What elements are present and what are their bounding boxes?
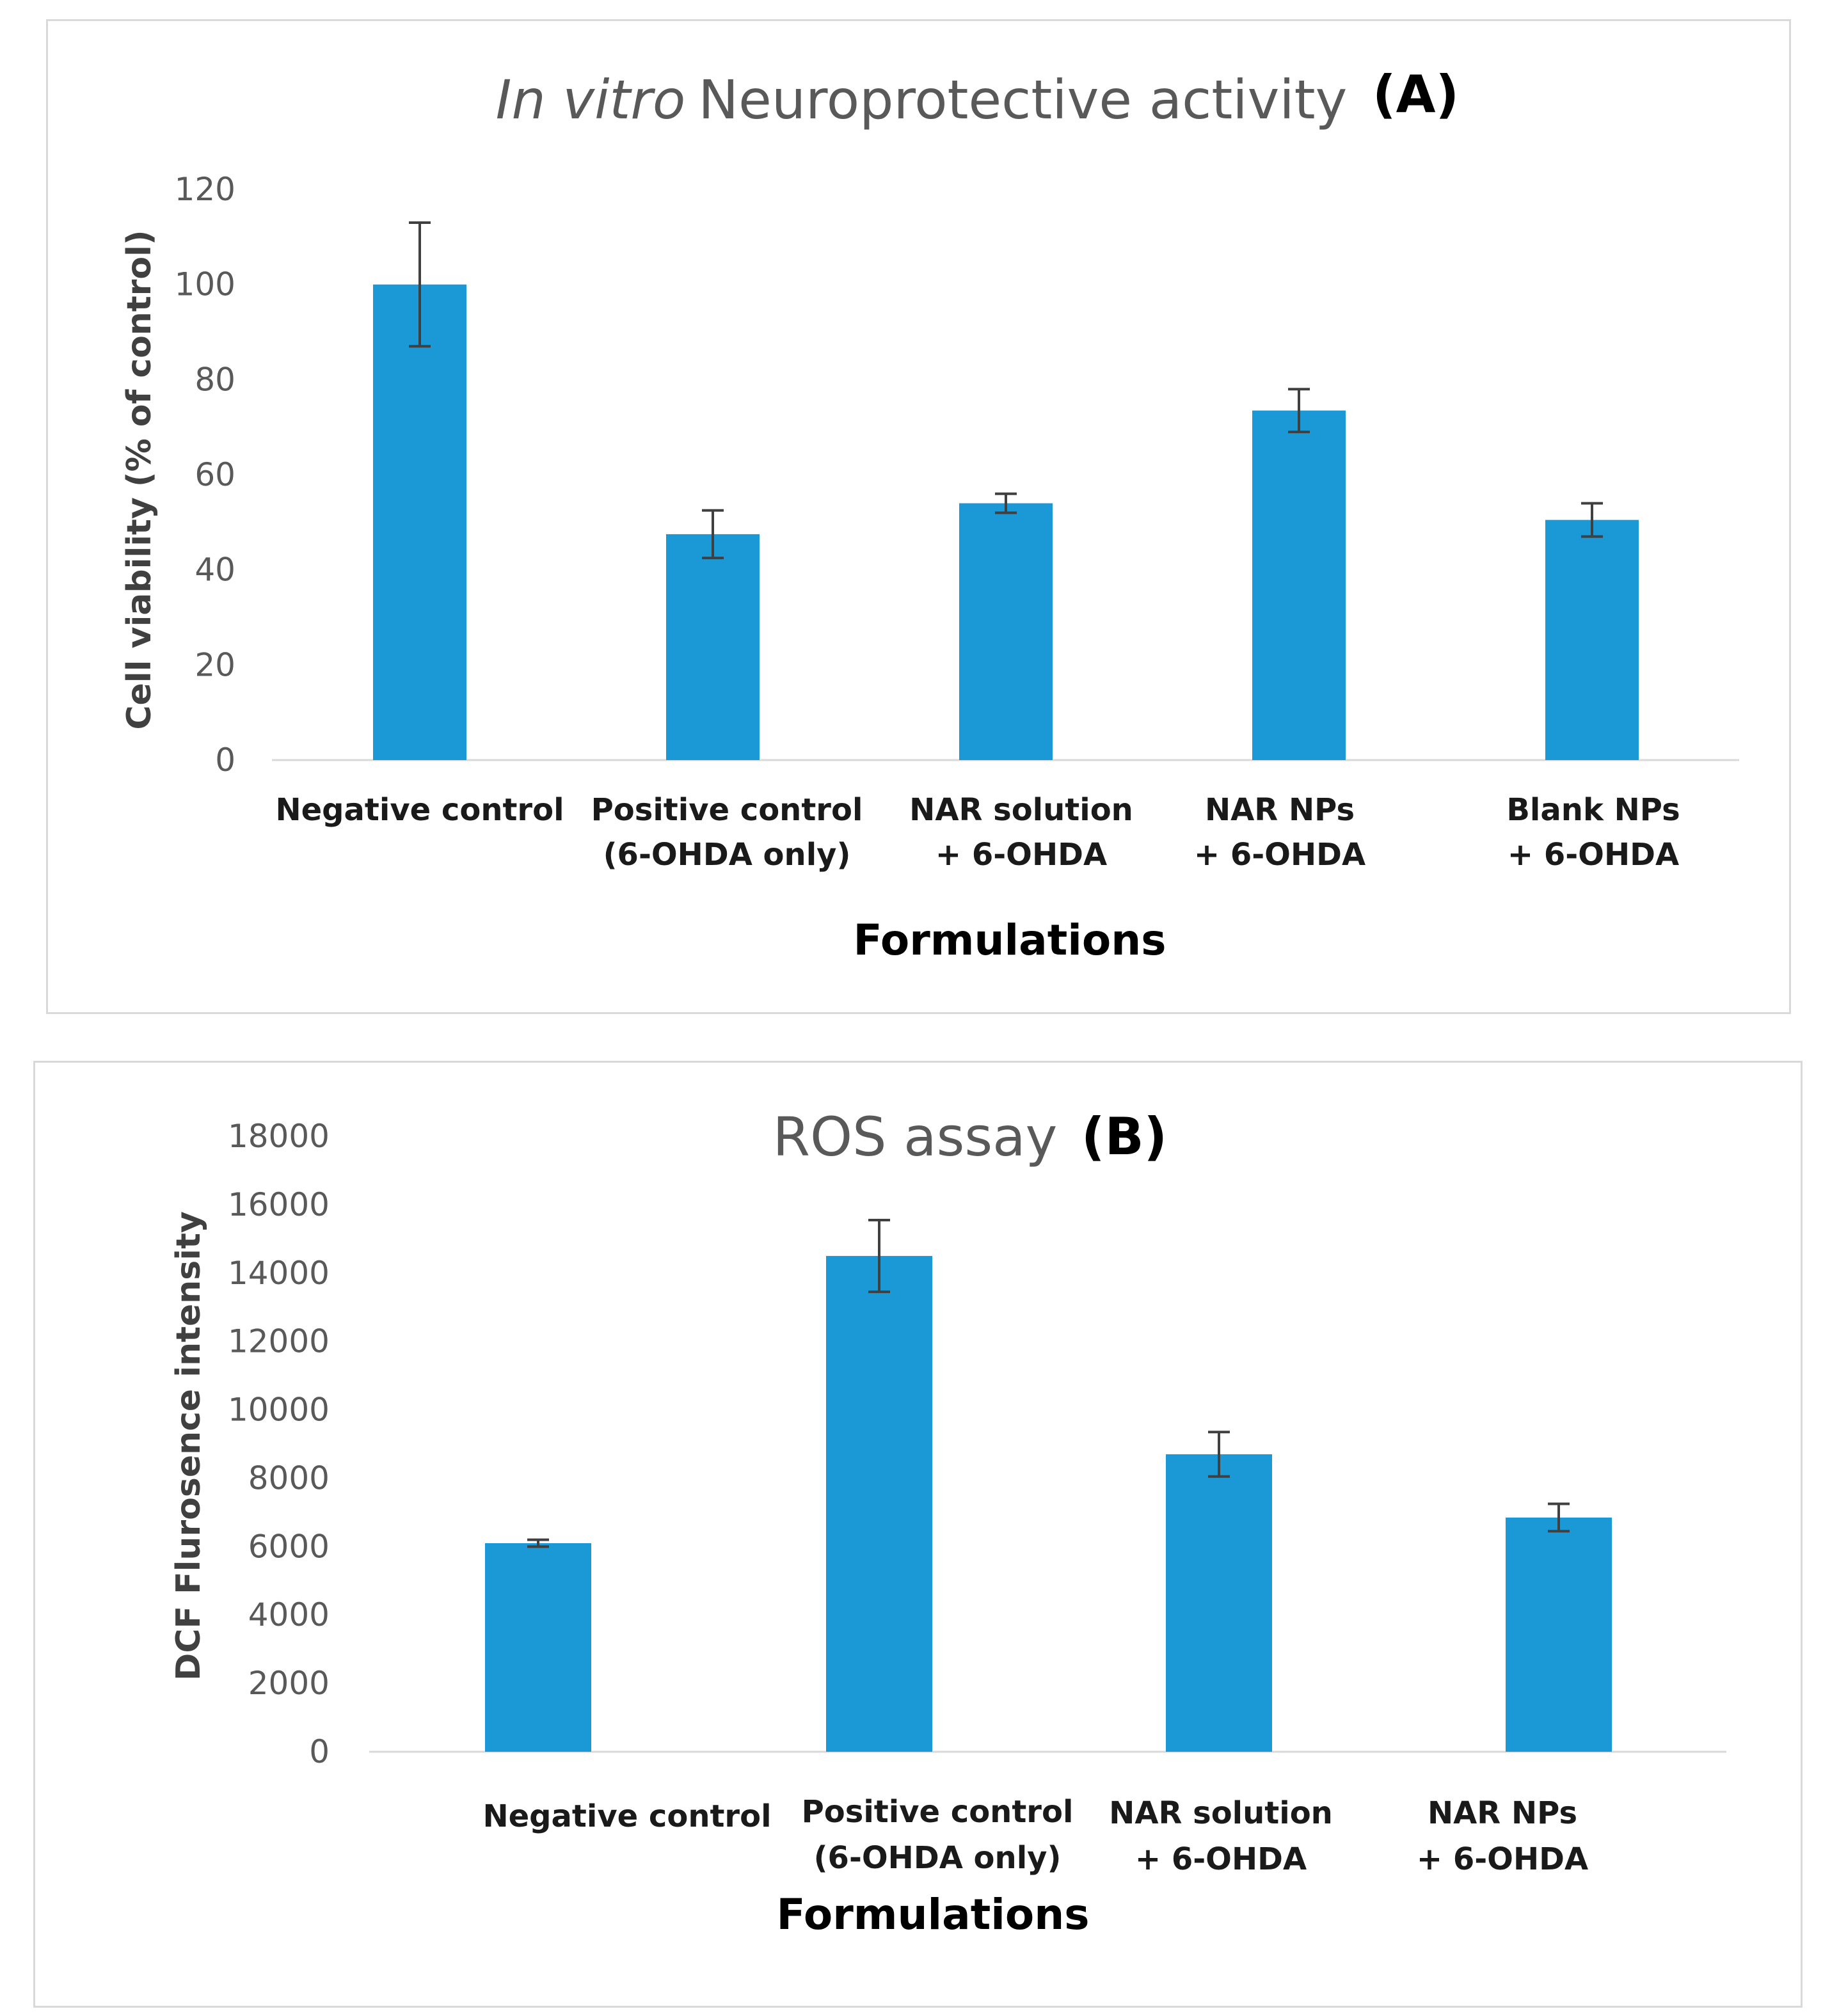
chart-a-category-label: NAR solution + 6-OHDA — [909, 792, 1133, 873]
chart-b-title: ROS assay — [773, 1106, 1058, 1168]
chart-a-category-label: Blank NPs + 6-OHDA — [1506, 792, 1680, 873]
chart-b-bar — [826, 1256, 932, 1752]
chart-a-ytick-label: 20 — [195, 646, 235, 683]
chart-a-ylabel-main: Cell viability — [120, 497, 159, 729]
chart-a-category-label: Negative control — [275, 792, 564, 828]
chart-b-bar — [1506, 1517, 1612, 1752]
chart-a-category-label-line: Blank NPs — [1506, 792, 1680, 828]
chart-b-ytick-label: 8000 — [248, 1459, 330, 1496]
chart-b-category-label-line: + 6-OHDA — [1417, 1841, 1588, 1877]
chart-a-ytick-label: 0 — [215, 742, 235, 779]
chart-a-ytick-label: 100 — [175, 266, 235, 303]
chart-a-bar — [1545, 520, 1639, 760]
chart-a-bar — [666, 534, 760, 760]
chart-b-ytick-label: 2000 — [248, 1665, 330, 1702]
chart-b-ylabel: DCF Flurosence intensity — [170, 1211, 208, 1681]
chart-b-xlabel: Formulations — [776, 1890, 1089, 1939]
chart-b: ROS assay (B) DCF Flurosence intensity 0… — [170, 1106, 1726, 1939]
chart-a-category-label-line: (6-OHDA only) — [603, 837, 851, 873]
chart-a-category-label-line: + 6-OHDA — [935, 837, 1107, 873]
chart-a-category-label-line: Negative control — [275, 792, 564, 828]
chart-a-ylabel: Cell viability (% of control) — [120, 230, 159, 729]
chart-a-ytick-label: 60 — [195, 456, 235, 493]
chart-a-y-ticks: 0 20 40 60 80 100 120 — [175, 171, 235, 779]
chart-a-bars — [373, 284, 1639, 761]
chart-a-category-label-line: Positive control — [591, 792, 863, 828]
chart-b-category-label: Negative control — [482, 1798, 771, 1834]
chart-b-category-label-line: NAR NPs — [1428, 1795, 1577, 1831]
chart-b-category-label: Positive control (6-OHDA only) — [802, 1794, 1074, 1876]
chart-b-ytick-label: 18000 — [228, 1118, 330, 1155]
chart-b-ytick-label: 6000 — [248, 1528, 330, 1565]
chart-a-category-label-line: + 6-OHDA — [1194, 837, 1365, 873]
chart-a-ylabel-units: (% of control) — [120, 230, 159, 487]
chart-b-ytick-label: 16000 — [228, 1186, 330, 1223]
chart-a-category-label-line: NAR NPs — [1205, 792, 1355, 828]
chart-a-title-italic: In vitro — [496, 68, 686, 131]
chart-b-bar — [485, 1543, 591, 1752]
chart-b-category-label-line: (6-OHDA only) — [814, 1840, 1062, 1876]
chart-b-ytick-label: 10000 — [228, 1392, 330, 1429]
chart-a-bar — [373, 284, 466, 761]
chart-b-bars — [485, 1256, 1612, 1752]
chart-b-error-bars — [527, 1218, 1570, 1548]
chart-a-category-label: Positive control (6-OHDA only) — [591, 792, 863, 873]
chart-a-category-label-line: NAR solution — [909, 792, 1133, 828]
chart-b-ytick-label: 12000 — [228, 1323, 330, 1360]
chart-a-bar — [959, 503, 1053, 760]
chart-a-xlabel: Formulations — [853, 916, 1166, 965]
chart-a-panel-label: (A) — [1373, 65, 1459, 124]
chart-b-ytick-label: 0 — [309, 1733, 330, 1770]
chart-a: In vitro Neuroprotective activity (A) Cel… — [120, 65, 1739, 965]
chart-b-ytick-label: 4000 — [248, 1596, 330, 1633]
chart-b-category-label: NAR solution + 6-OHDA — [1109, 1795, 1333, 1877]
chart-panel-a — [46, 19, 1791, 1014]
chart-a-ytick-label: 40 — [195, 552, 235, 589]
chart-b-category-label: NAR NPs + 6-OHDA — [1417, 1795, 1588, 1877]
chart-a-title-rest: Neuroprotective activity — [698, 68, 1347, 131]
chart-a-bar — [1252, 410, 1346, 760]
chart-b-ytick-label: 14000 — [228, 1255, 330, 1292]
chart-b-category-label-line: + 6-OHDA — [1135, 1841, 1307, 1877]
chart-b-y-ticks: 0 2000 4000 6000 8000 10000 12000 14000 16000 180… — [228, 1118, 330, 1770]
chart-b-panel-label: (B) — [1081, 1107, 1167, 1166]
chart-a-category-label-line: + 6-OHDA — [1508, 837, 1679, 873]
chart-b-category-label-line: Negative control — [482, 1798, 771, 1834]
chart-a-error-bars — [409, 221, 1603, 560]
chart-b-category-labels: Negative control Positive control (6-OHDA … — [482, 1794, 1588, 1877]
chart-b-category-label-line: NAR solution — [1109, 1795, 1333, 1831]
chart-a-ytick-label: 120 — [175, 171, 235, 208]
chart-b-category-label-line: Positive control — [802, 1794, 1074, 1830]
chart-a-title: In vitro Neuroprotective activity — [496, 68, 1348, 131]
chart-a-category-label: NAR NPs + 6-OHDA — [1194, 792, 1365, 873]
chart-a-ytick-label: 80 — [195, 361, 235, 398]
chart-a-category-labels: Negative control Positive control (6-OHDA … — [275, 792, 1680, 873]
chart-b-bar — [1166, 1454, 1272, 1752]
